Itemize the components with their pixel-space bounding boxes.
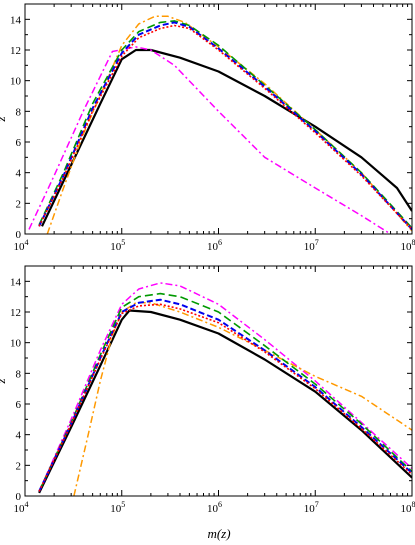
y-tick-label: 6 <box>16 137 22 149</box>
bottom-panel: 0 2 4 6 8 10 12 14 104 105 106 107 108 z <box>0 265 415 515</box>
series-line-3 <box>73 302 412 496</box>
y-tick-label: 10 <box>10 338 22 350</box>
series-line-2 <box>38 282 412 492</box>
y-tick-label: 0 <box>16 229 22 241</box>
x-tick-label: 106 <box>207 238 222 253</box>
series-group <box>28 15 412 234</box>
y-tick-label: 4 <box>16 430 22 442</box>
x-tick-label: 104 <box>14 238 29 253</box>
y-tick-label: 6 <box>16 399 22 411</box>
y-axis-label: z <box>0 116 8 122</box>
series-line-2 <box>28 46 391 234</box>
x-axis-label: m(z) <box>207 526 230 541</box>
y-tick-label: 10 <box>10 76 22 88</box>
series-line-5 <box>38 298 412 492</box>
x-tick-label: 107 <box>304 500 319 515</box>
x-tick-label: 108 <box>401 238 415 253</box>
series-line-6 <box>38 303 412 492</box>
y-tick-label: 4 <box>16 168 22 180</box>
series-line-4 <box>38 20 412 229</box>
top-panel: 0 2 4 6 8 10 12 14 104 105 106 107 108 z <box>0 3 415 253</box>
y-tick-label: 0 <box>16 491 22 503</box>
series-line-5 <box>38 21 412 231</box>
series-line-6 <box>38 24 412 230</box>
y-tick-label: 14 <box>10 14 22 26</box>
series-line-1 <box>38 309 412 494</box>
y-axis-label: z <box>0 378 8 384</box>
x-tick-label: 105 <box>110 238 125 253</box>
series-line-1 <box>41 48 412 227</box>
x-tick-label: 107 <box>304 238 319 253</box>
y-tick-label: 12 <box>10 45 21 57</box>
series-group <box>38 282 412 496</box>
y-tick-label: 8 <box>16 368 22 380</box>
plot-frame <box>24 265 413 497</box>
y-tick-label: 12 <box>10 307 21 319</box>
y-tick-label: 8 <box>16 106 22 118</box>
series-line-3 <box>46 15 412 234</box>
x-tick-label: 106 <box>207 500 222 515</box>
y-tick-label: 2 <box>16 198 22 210</box>
y-tick-label: 14 <box>10 276 22 288</box>
series-line-4 <box>38 292 412 492</box>
plot-frame <box>24 3 413 235</box>
x-tick-label: 105 <box>110 500 125 515</box>
x-tick-label: 104 <box>14 500 29 515</box>
x-tick-label: 108 <box>401 500 415 515</box>
y-tick-label: 2 <box>16 460 22 472</box>
